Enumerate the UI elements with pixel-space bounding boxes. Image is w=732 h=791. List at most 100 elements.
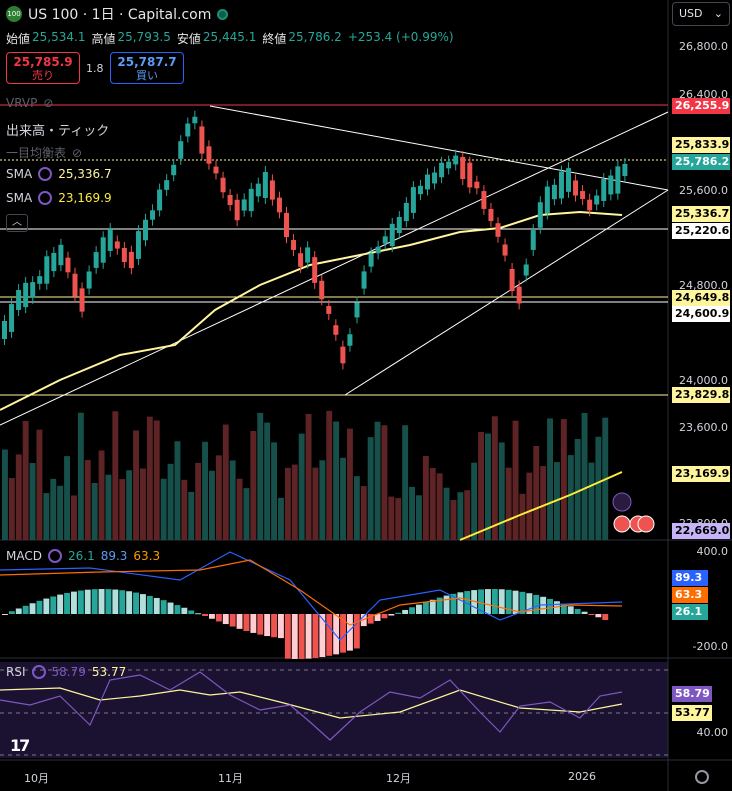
buy-button[interactable]: 25,787.7 買い: [110, 52, 184, 84]
us-flag-event-icon: [637, 515, 655, 533]
macd-hist-bar: [450, 593, 457, 614]
volume-bar: [457, 492, 464, 540]
volume-label: 出来高・ティック: [6, 124, 110, 139]
candle-body: [396, 216, 402, 234]
candle-body: [474, 181, 480, 189]
volume-bar: [8, 478, 15, 540]
volume-bar: [464, 490, 471, 540]
volume-bar: [29, 463, 36, 540]
price-axis-label: 25,600.0: [679, 184, 728, 197]
macd-hist-bar: [264, 614, 271, 637]
candle-body: [509, 268, 515, 292]
volume-bar: [278, 497, 284, 540]
volume-bar: [50, 478, 57, 540]
candle-body: [523, 264, 529, 276]
sell-label: 売り: [32, 69, 54, 82]
macd-hist-bar: [429, 599, 436, 614]
candle-body: [608, 175, 614, 195]
gear-icon[interactable]: [695, 770, 709, 784]
macd-label: MACD: [6, 549, 42, 563]
macd-hist-bar: [416, 604, 422, 614]
eye-hidden-icon[interactable]: ⊘: [43, 96, 54, 110]
candle-body: [234, 199, 240, 221]
volume-bar: [105, 474, 112, 540]
macd-hist-bar: [50, 596, 57, 614]
candle-body: [340, 346, 346, 364]
macd-hist-bar: [422, 602, 429, 614]
sma-loading-icon: [38, 167, 53, 181]
price-tag: 22,669.0: [672, 523, 730, 539]
eye-hidden-icon[interactable]: ⊘: [72, 145, 83, 160]
volume-bar: [15, 454, 22, 540]
sma-loading-icon: [38, 191, 53, 205]
macd-hist-bar: [319, 614, 326, 658]
volume-bar: [429, 467, 436, 540]
indicator-rsi[interactable]: RSI 58.79 53.77: [6, 665, 126, 679]
volume-bar: [436, 473, 443, 540]
volume-bar: [374, 421, 381, 540]
candle-body: [361, 271, 367, 289]
candle-body: [326, 306, 332, 314]
collapse-legend-button[interactable]: ︿: [6, 214, 28, 232]
macd-hist-bar: [498, 589, 505, 614]
candle-body: [86, 271, 92, 289]
macd-hist-bar: [560, 603, 567, 614]
volume-bar: [505, 467, 512, 540]
volume-bar: [22, 420, 29, 540]
candle-body: [291, 240, 297, 250]
volume-bar: [312, 467, 319, 540]
macd-hist-bar: [202, 614, 208, 617]
currency-select[interactable]: USD ⌄: [672, 2, 730, 26]
volume-bar: [250, 431, 257, 540]
candle-body: [241, 199, 247, 211]
macd-hist-bar: [181, 607, 188, 614]
sell-button[interactable]: 25,785.9 売り: [6, 52, 80, 84]
candle-body: [425, 174, 430, 190]
macd-hist-bar: [340, 614, 346, 653]
indicator-volume[interactable]: 出来高・ティック: [6, 120, 109, 139]
time-axis-label: 10月: [24, 772, 49, 785]
ohlc-readout: 始値 25,534.1 高値 25,793.5 安値 25,445.1 終値 25,786.2…: [6, 30, 458, 47]
candle-body: [403, 202, 409, 222]
candle-body: [488, 208, 494, 222]
tradingview-logo[interactable]: 17: [10, 736, 30, 755]
macd-hist-bar: [209, 614, 215, 619]
macd-hist-bar: [84, 589, 91, 614]
candle-body: [375, 246, 381, 254]
price-tag: 25,336.7: [672, 206, 730, 222]
candle-body: [382, 236, 388, 244]
volume-bar: [305, 413, 312, 540]
macd-hist-bar: [574, 608, 581, 614]
chart-header: 100 US 100 · 1日 · Capital.com: [6, 4, 229, 24]
volume-bar: [319, 460, 326, 540]
candle-body: [143, 219, 148, 241]
price-tag: 26,255.9: [672, 98, 730, 114]
spread-value: 1.8: [86, 62, 104, 75]
macd-hist-bar: [588, 614, 595, 615]
candle-body: [594, 195, 600, 205]
indicator-macd[interactable]: MACD 26.1 89.3 63.3: [6, 549, 160, 563]
indicator-sma-slow[interactable]: SMA 23,169.9: [6, 191, 112, 205]
buy-label: 買い: [136, 69, 158, 82]
ohlc-key: 始値: [6, 32, 31, 46]
volume-bar: [595, 436, 602, 540]
macd-hist-bar: [174, 605, 181, 614]
volume-bar: [133, 430, 139, 540]
volume-bar: [284, 467, 291, 540]
volume-bar: [381, 425, 388, 540]
indicator-ichimoku[interactable]: 一目均衡表 ⊘: [6, 144, 82, 161]
candle-body: [199, 126, 205, 154]
volume-bar: [291, 464, 298, 540]
volume-bar: [581, 412, 588, 540]
sma-fast-value: 25,336.7: [58, 167, 112, 181]
rsi-label: RSI: [6, 665, 26, 679]
symbol-title[interactable]: US 100 · 1日 · Capital.com: [28, 7, 212, 23]
macd-hist-bar: [491, 589, 498, 614]
indicator-sma-fast[interactable]: SMA 25,336.7: [6, 167, 112, 181]
candle-body: [93, 252, 99, 268]
volume-bar: [519, 493, 526, 540]
indicator-vrvp[interactable]: VRVP ⊘: [6, 96, 53, 110]
candle-body: [150, 210, 156, 220]
macd-hist-bar: [43, 598, 50, 614]
